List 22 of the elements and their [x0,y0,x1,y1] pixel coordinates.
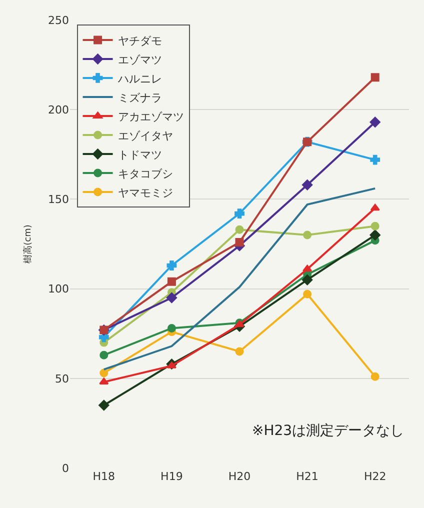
y-axis-title: 樹高(cm) [22,224,34,264]
legend-label: アカエゾマツ [118,110,184,124]
legend-label: エゾイタヤ [118,129,173,142]
legend-label: キタコブシ [118,167,173,180]
legend-label: ヤマモミジ [118,186,173,200]
y-tick-label: 150 [48,193,69,206]
x-tick-label: H20 [228,470,251,483]
legend-label: ハルニレ [116,72,162,86]
y-tick-label: 250 [48,14,69,27]
legend-label: ミズナラ [118,91,162,104]
y-tick-label: 100 [48,282,69,296]
x-tick-label: H19 [160,470,183,483]
x-tick-label: H21 [296,470,318,483]
x-tick-label: H18 [92,470,116,483]
annotation: ※H23は測定データなし [252,423,404,439]
legend-label: エゾマツ [118,53,162,66]
legend-label: ヤチダモ [118,34,162,48]
x-tick-label: H22 [364,470,386,483]
legend-label: トドマツ [118,148,162,162]
y-tick-label: 200 [48,103,69,116]
y-tick-label: 0 [62,462,69,475]
y-tick-label: 50 [55,372,69,386]
